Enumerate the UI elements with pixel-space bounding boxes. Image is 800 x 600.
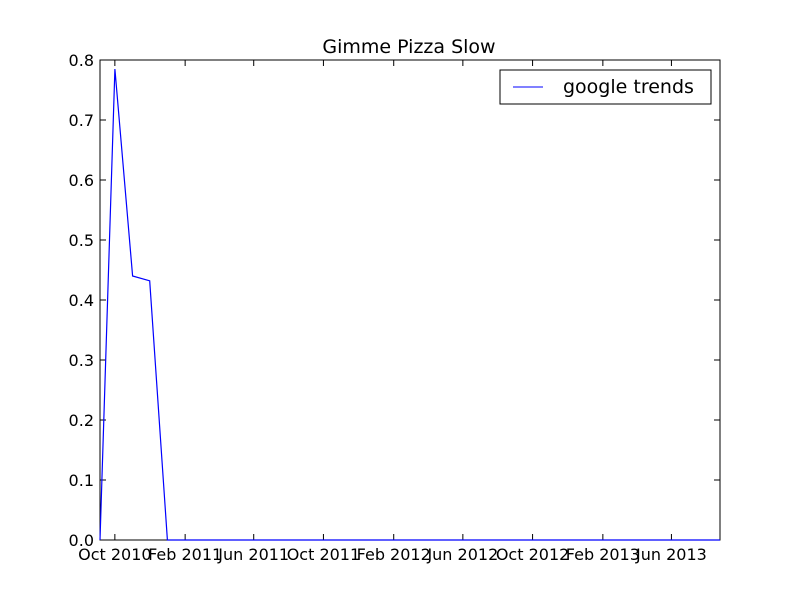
x-tick-label: Jun 2012 — [426, 545, 498, 564]
y-tick-label: 0.4 — [69, 291, 94, 310]
chart-title: Gimme Pizza Slow — [322, 36, 495, 58]
x-tick-label: Feb 2012 — [357, 545, 431, 564]
x-tick-label: Oct 2012 — [496, 545, 569, 564]
legend-label: google trends — [563, 76, 694, 98]
y-tick-label: 0.7 — [69, 111, 94, 130]
series-layer — [99, 68, 720, 541]
y-tick-label: 0.3 — [69, 351, 94, 370]
legend: google trends — [499, 69, 712, 105]
plot-frame — [99, 59, 721, 541]
y-tick-label: 0.1 — [69, 471, 94, 490]
y-tick-label: 0.5 — [69, 231, 94, 250]
y-tick-label: 0.2 — [69, 411, 94, 430]
x-tick-label: Feb 2011 — [148, 545, 222, 564]
y-tick-label: 0.6 — [69, 171, 94, 190]
x-tick-label: Feb 2013 — [566, 545, 640, 564]
x-tick-label: Oct 2011 — [287, 545, 360, 564]
series-line-google-trends — [99, 68, 720, 541]
x-tick-label: Jun 2011 — [217, 545, 289, 564]
y-tick-label: 0.0 — [69, 531, 94, 550]
x-tick-label: Jun 2013 — [635, 545, 707, 564]
x-tick-label: Oct 2010 — [78, 545, 151, 564]
y-tick-label: 0.8 — [69, 51, 94, 70]
